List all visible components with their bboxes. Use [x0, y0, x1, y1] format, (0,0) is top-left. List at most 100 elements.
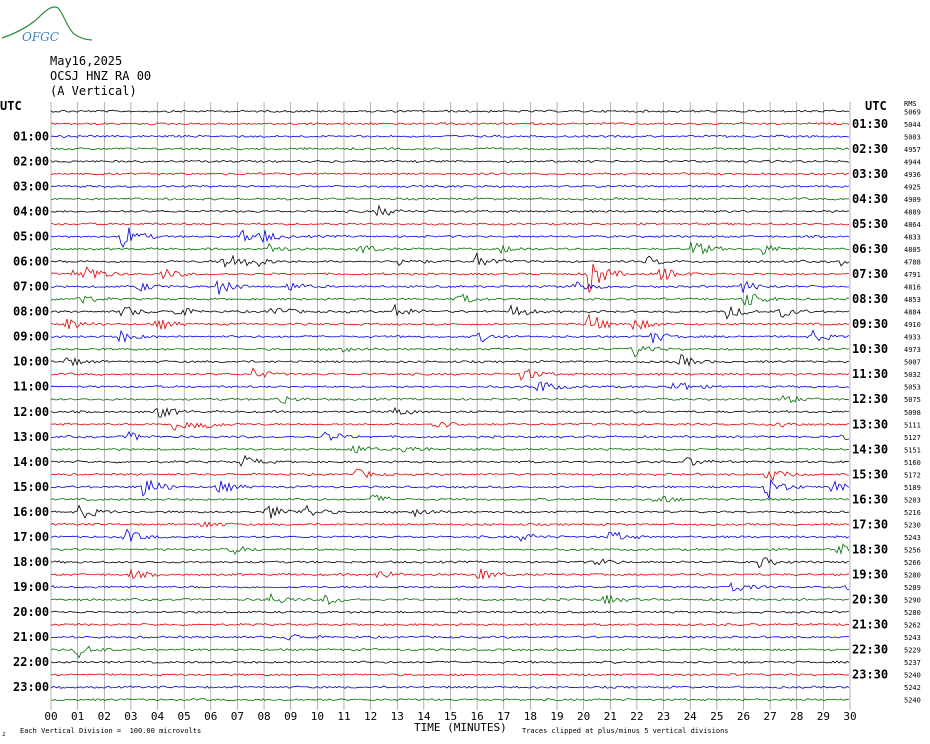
left-time-label: 09:00 [13, 330, 49, 344]
seismic-trace [51, 592, 850, 606]
x-tick-label: 09 [284, 710, 297, 723]
right-time-label: 18:30 [852, 542, 888, 556]
rms-value: 5160 [904, 459, 921, 467]
rms-value: 4973 [904, 346, 921, 354]
seismic-traces [50, 109, 850, 702]
left-time-label: 19:00 [13, 580, 49, 594]
ofgc-logo: OFGC [1, 6, 93, 44]
seismic-trace [50, 227, 850, 248]
seismic-trace [50, 406, 850, 418]
rms-value: 5189 [904, 484, 921, 492]
x-axis-title: TIME (MINUTES) [414, 721, 507, 734]
x-tick-label: 15 [444, 710, 457, 723]
right-axis-title: UTC [865, 99, 887, 113]
seismic-trace [50, 184, 850, 189]
rms-value: 4910 [904, 321, 921, 329]
x-tick-label: 21 [604, 710, 617, 723]
seismic-trace [50, 172, 850, 176]
left-time-label: 22:00 [13, 655, 49, 669]
x-tick-label: 01 [71, 710, 84, 723]
x-tick-label: 05 [178, 710, 191, 723]
logo-text: OFGC [22, 30, 59, 44]
rms-value: 4925 [904, 183, 921, 191]
left-time-label: 08:00 [13, 305, 49, 319]
rms-value: 5256 [904, 546, 921, 554]
scale-note: Each Vertical Division = 100.00 microvol… [20, 727, 201, 735]
rms-value: 5044 [904, 121, 921, 129]
seismic-trace [50, 568, 850, 580]
rms-value: 4933 [904, 334, 921, 342]
right-time-label: 22:30 [852, 643, 888, 657]
seismic-trace [50, 159, 850, 164]
rms-value: 5243 [904, 534, 921, 542]
seismic-trace [50, 251, 850, 268]
rms-value: 5003 [904, 133, 921, 141]
right-time-label: 15:30 [852, 467, 888, 481]
right-time-label: 19:30 [852, 568, 888, 582]
right-time-label: 02:30 [852, 142, 888, 156]
right-time-label: 11:30 [852, 367, 888, 381]
left-time-label: 12:00 [13, 405, 49, 419]
left-time-label: 04:00 [13, 204, 49, 218]
x-tick-label: 30 [843, 710, 856, 723]
seismic-trace [50, 293, 850, 307]
rms-value: 5127 [904, 434, 921, 442]
x-tick-label: 13 [391, 710, 404, 723]
rms-value: 4909 [904, 196, 921, 204]
rms-value: 4944 [904, 158, 921, 166]
left-time-label: 05:00 [13, 229, 49, 243]
rms-value: 4957 [904, 146, 921, 154]
seismic-trace [50, 345, 850, 358]
seismic-trace [50, 147, 850, 151]
right-time-label: 04:30 [852, 192, 888, 206]
seismic-trace [50, 279, 850, 295]
right-time-label: 03:30 [852, 167, 888, 181]
rms-value: 5032 [904, 371, 921, 379]
left-time-label: 01:00 [13, 129, 49, 143]
rms-value: 5266 [904, 559, 921, 567]
left-time-label: 23:00 [13, 680, 49, 694]
left-axis-title: UTC [0, 99, 22, 113]
left-time-label: 20:00 [13, 605, 49, 619]
right-time-label: 13:30 [852, 417, 888, 431]
left-time-label: 07:00 [13, 280, 49, 294]
x-tick-label: 16 [471, 710, 484, 723]
rms-value: 4853 [904, 296, 921, 304]
axis-labels: UTC UTC RMS TIME (MINUTES) Each Vertical… [0, 99, 921, 738]
seismic-trace [50, 528, 850, 543]
x-tick-label: 07 [231, 710, 244, 723]
seismic-trace [50, 303, 850, 320]
x-tick-label: 02 [98, 710, 111, 723]
rms-value: 4788 [904, 259, 921, 267]
logo-mountain-icon [1, 6, 93, 41]
right-time-label: 09:30 [852, 317, 888, 331]
rms-header: RMS [904, 100, 917, 108]
left-time-label: 13:00 [13, 430, 49, 444]
rms-value: 5280 [904, 572, 921, 580]
seismic-trace [50, 685, 850, 689]
x-tick-label: 11 [337, 710, 350, 723]
right-time-label: 17:30 [852, 517, 888, 531]
left-time-label: 15:00 [13, 480, 49, 494]
seismic-trace [50, 222, 850, 226]
header-date: May16,2025 [50, 54, 123, 68]
seismic-trace [51, 134, 850, 139]
right-time-label: 12:30 [852, 392, 888, 406]
left-time-label: 14:00 [13, 455, 49, 469]
right-time-label: 07:30 [852, 267, 888, 281]
x-tick-label: 00 [44, 710, 57, 723]
seismic-trace [50, 241, 850, 255]
rms-value: 5203 [904, 496, 921, 504]
right-time-label: 23:30 [852, 668, 888, 682]
rms-value: 5237 [904, 659, 921, 667]
corner-mark: z [2, 731, 6, 738]
left-time-label: 02:00 [13, 154, 49, 168]
seismic-trace [50, 204, 850, 217]
rms-value: 5243 [904, 634, 921, 642]
x-tick-label: 04 [151, 710, 165, 723]
seismic-trace [50, 109, 850, 114]
x-tick-label: 23 [657, 710, 670, 723]
right-time-label: 20:30 [852, 593, 888, 607]
seismic-trace [50, 478, 850, 499]
